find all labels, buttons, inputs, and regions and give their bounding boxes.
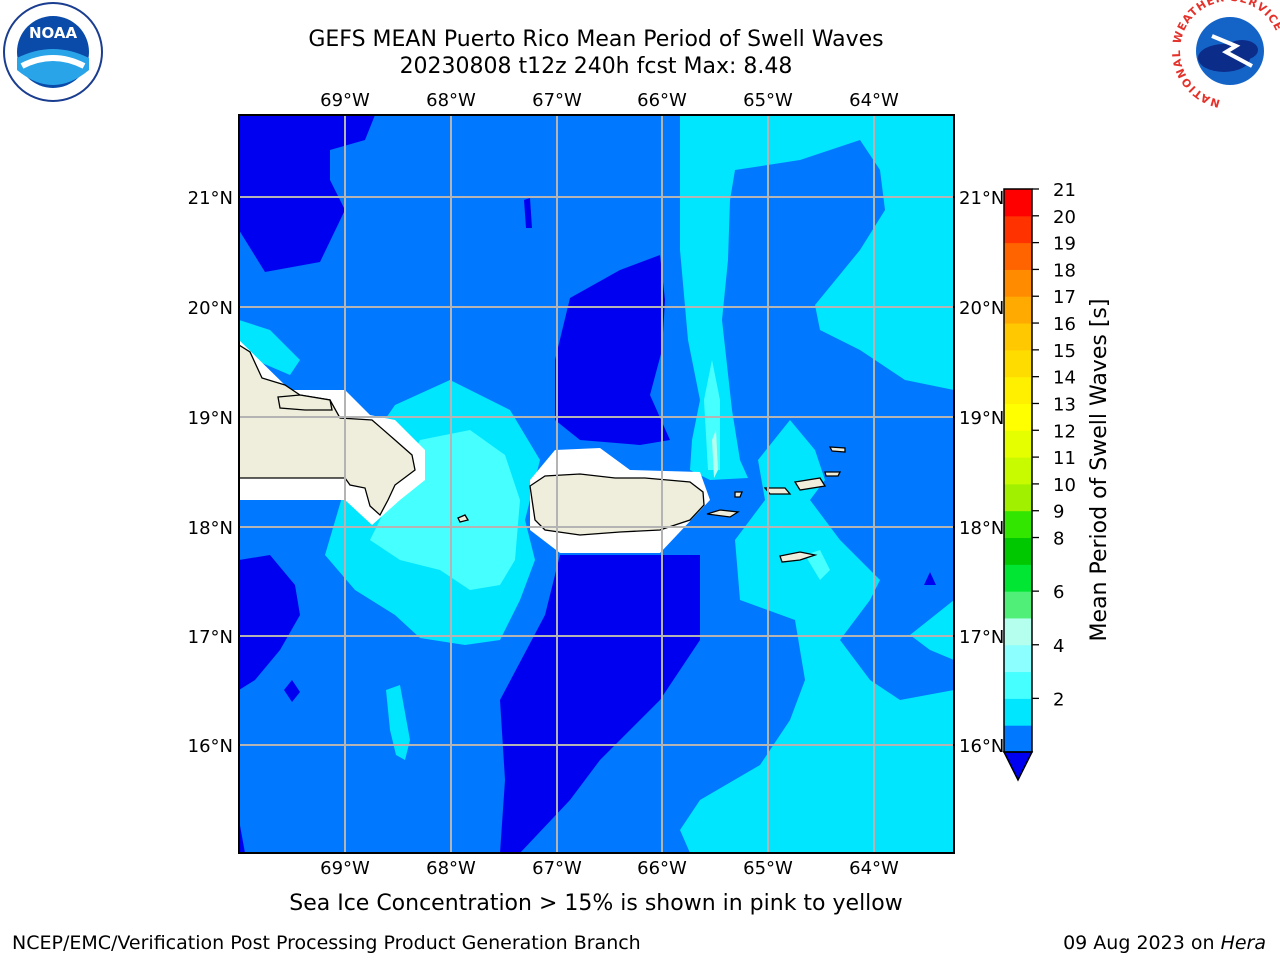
colorbar-tick-label: 8 [1053, 529, 1064, 550]
colorbar-tick-label: 4 [1053, 636, 1064, 657]
lat-label-right: 18°N [959, 518, 1004, 539]
colorbar-extend-arrow [1002, 751, 1034, 782]
lat-label-left: 18°N [188, 518, 233, 539]
footer-branch: NCEP/EMC/Verification Post Processing Pr… [12, 932, 641, 954]
noaa-logo-text: NOAA [29, 24, 78, 42]
noaa-logo-icon: NOAA [3, 2, 103, 102]
colorbar-frame [1003, 188, 1033, 753]
lat-label-left: 17°N [188, 627, 233, 648]
lon-label-bottom: 67°W [532, 858, 582, 879]
colorbar-segment [1004, 483, 1032, 512]
contour-8-9-highlight [712, 430, 718, 478]
colorbar-segment [1004, 215, 1032, 244]
colorbar-tick-label: 16 [1053, 314, 1076, 335]
footer-machine: Hera [1220, 932, 1266, 954]
lon-label-bottom: 68°W [426, 858, 476, 879]
lat-label-right: 19°N [959, 408, 1004, 429]
lat-label-right: 16°N [959, 736, 1004, 757]
lon-label-bottom: 69°W [320, 858, 370, 879]
colorbar-segment [1004, 323, 1032, 351]
lat-label-right: 20°N [959, 298, 1004, 319]
colorbar-tick-label: 20 [1053, 207, 1076, 228]
colorbar-tick-label: 17 [1053, 287, 1076, 308]
colorbar-segment [1004, 349, 1032, 378]
lon-label-top: 69°W [320, 90, 370, 111]
colorbar-segment [1004, 242, 1032, 270]
colorbar-segment [1004, 591, 1032, 619]
lon-label-top: 68°W [426, 90, 476, 111]
colorbar-segment [1004, 671, 1032, 699]
colorbar-segments [1004, 189, 1032, 753]
colorbar-tick-label: 19 [1053, 234, 1076, 255]
colorbar-segment [1004, 430, 1032, 458]
colorbar-segment [1004, 725, 1032, 753]
lon-labels-bottom: 69°W 68°W 67°W 66°W 65°W 64°W [320, 858, 899, 879]
lon-label-top: 66°W [637, 90, 687, 111]
colorbar-segment [1004, 269, 1032, 297]
contour-below-2 [239, 115, 936, 853]
lat-label-left: 16°N [188, 736, 233, 757]
land-polygons [239, 344, 846, 563]
lon-label-top: 65°W [743, 90, 793, 111]
colorbar-tick-label: 14 [1053, 368, 1076, 389]
colorbar-segment [1004, 617, 1032, 646]
colorbar-tick-label: 18 [1053, 260, 1076, 281]
lon-label-top: 67°W [532, 90, 582, 111]
colorbar-segment [1004, 698, 1032, 726]
colorbar-segment [1004, 644, 1032, 673]
colorbar-segment [1004, 510, 1032, 539]
colorbar-segment [1004, 376, 1032, 404]
lon-labels-top: 69°W 68°W 67°W 66°W 65°W 64°W [320, 90, 899, 111]
colorbar-segment [1004, 537, 1032, 565]
colorbar-tick-label: 15 [1053, 341, 1076, 362]
lat-label-right: 21°N [959, 188, 1004, 209]
lon-label-bottom: 66°W [637, 858, 687, 879]
lat-label-right: 17°N [959, 627, 1004, 648]
colorbar-tick-label: 21 [1053, 180, 1076, 201]
map-frame [238, 114, 955, 854]
lat-label-left: 20°N [188, 298, 233, 319]
colorbar-tick-label: 11 [1053, 448, 1076, 469]
colorbar-segment [1004, 457, 1032, 485]
map-panel [239, 115, 954, 853]
footer-date: 09 Aug 2023 on Hera [1063, 932, 1266, 954]
lat-labels-left: 21°N 20°N 19°N 18°N 17°N 16°N [188, 188, 233, 757]
footer-date-text: 09 Aug 2023 on [1063, 932, 1221, 954]
lat-label-left: 21°N [188, 188, 233, 209]
colorbar-segment [1004, 189, 1032, 217]
sea-ice-note: Sea Ice Concentration > 15% is shown in … [289, 891, 903, 916]
colorbar-label: Mean Period of Swell Waves [s] [1087, 299, 1112, 642]
map-grid [239, 115, 954, 853]
lat-label-left: 19°N [188, 408, 233, 429]
colorbar-tick-label: 6 [1053, 582, 1064, 603]
colorbar-tick-label: 10 [1053, 475, 1076, 496]
colorbar-segment [1004, 564, 1032, 592]
colorbar-tick-label: 9 [1053, 502, 1064, 523]
colorbar-tick-label: 13 [1053, 394, 1076, 415]
colorbar-segment [1004, 403, 1032, 431]
lon-label-bottom: 65°W [743, 858, 793, 879]
lon-label-bottom: 64°W [849, 858, 899, 879]
colorbar-tick-label: 2 [1053, 689, 1064, 710]
lon-label-top: 64°W [849, 90, 899, 111]
colorbar-segment [1004, 296, 1032, 324]
colorbar: 21 20 19 18 17 16 15 14 13 12 11 10 9 8 6 4 2 Mean Perio… [1002, 180, 1112, 782]
chart-subtitle: 20230808 t12z 240h fcst Max: 8.48 [399, 54, 793, 79]
colorbar-tick-label: 12 [1053, 421, 1076, 442]
chart-title: GEFS MEAN Puerto Rico Mean Period of Swe… [308, 27, 884, 52]
lat-labels-right: 21°N 20°N 19°N 18°N 17°N 16°N [959, 188, 1004, 757]
colorbar-ticks: 21 20 19 18 17 16 15 14 13 12 11 10 9 8 6 4 2 [1032, 180, 1076, 710]
